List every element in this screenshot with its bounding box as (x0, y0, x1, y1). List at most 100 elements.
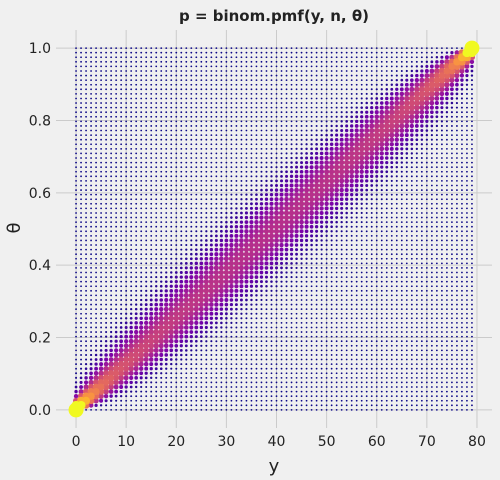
scatter-point (365, 221, 368, 224)
scatter-point (125, 248, 128, 251)
scatter-point (200, 395, 203, 398)
scatter-point (325, 331, 328, 333)
scatter-point (245, 79, 248, 82)
scatter-point (420, 276, 423, 278)
scatter-point (75, 189, 77, 191)
scatter-point (140, 83, 143, 86)
scatter-point (355, 312, 358, 315)
scatter-point (270, 143, 273, 146)
scatter-point (390, 257, 393, 260)
scatter-point (405, 207, 408, 210)
scatter-point (80, 267, 82, 269)
scatter-point (215, 138, 218, 141)
scatter-point (180, 115, 183, 118)
scatter-point (305, 317, 308, 320)
scatter-point (435, 180, 438, 182)
scatter-point (335, 294, 338, 297)
scatter-point (95, 335, 98, 338)
scatter-point (275, 299, 278, 301)
scatter-point (335, 289, 338, 292)
scatter-point (370, 303, 373, 306)
scatter-point (145, 83, 148, 86)
scatter-point (430, 193, 433, 196)
scatter-point (115, 88, 118, 91)
scatter-point (150, 221, 153, 224)
scatter-point (90, 294, 92, 297)
scatter-point (471, 129, 473, 132)
scatter-point (190, 147, 193, 150)
scatter-point (160, 170, 163, 173)
scatter-point (195, 125, 198, 127)
scatter-point (105, 239, 108, 242)
scatter-point (100, 321, 103, 324)
scatter-point (365, 299, 368, 301)
scatter-point (400, 404, 403, 407)
scatter-point (340, 276, 343, 278)
scatter-point (265, 51, 268, 54)
scatter-point (275, 294, 278, 297)
scatter-point (365, 271, 368, 274)
scatter-point (200, 147, 203, 150)
scatter-point (135, 202, 138, 205)
scatter-point (435, 51, 438, 54)
scatter-point (185, 386, 188, 388)
scatter-point (140, 65, 143, 68)
scatter-point (75, 134, 77, 137)
scatter-point (410, 179, 413, 182)
scatter-point (430, 225, 433, 228)
scatter-point (195, 111, 198, 114)
scatter-point (420, 175, 423, 178)
scatter-point (290, 376, 293, 379)
scatter-point (160, 88, 163, 91)
scatter-point (456, 230, 458, 233)
scatter-point (160, 138, 163, 141)
scatter-point (110, 409, 113, 411)
scatter-point (365, 60, 368, 63)
scatter-point (215, 326, 218, 329)
scatter-point (80, 239, 82, 242)
scatter-point (95, 344, 98, 347)
scatter-point (210, 83, 213, 86)
scatter-point (435, 120, 439, 123)
scatter-point (245, 340, 248, 343)
scatter-point (260, 381, 263, 384)
scatter-point (340, 74, 343, 77)
scatter-point (109, 330, 113, 334)
scatter-point (195, 409, 198, 411)
scatter-point (140, 207, 143, 210)
scatter-point (300, 390, 303, 393)
scatter-point (135, 207, 138, 210)
scatter-point (170, 60, 173, 63)
scatter-point (260, 335, 263, 338)
scatter-point (100, 60, 102, 63)
scatter-point (425, 184, 428, 187)
scatter-point (205, 120, 208, 123)
scatter-point (461, 134, 463, 137)
scatter-point (175, 56, 178, 59)
scatter-point (125, 276, 128, 278)
scatter-point (285, 294, 288, 297)
scatter-point (155, 395, 158, 398)
scatter-point (220, 60, 223, 63)
scatter-point (155, 129, 158, 132)
scatter-point (451, 404, 453, 407)
scatter-point (410, 248, 413, 251)
scatter-point (220, 386, 223, 388)
scatter-point (425, 244, 428, 246)
scatter-point (365, 280, 368, 283)
scatter-point (160, 234, 163, 237)
scatter-point (180, 353, 183, 357)
scatter-point (80, 216, 82, 219)
scatter-point (461, 363, 463, 366)
scatter-point (175, 134, 178, 137)
scatter-point (125, 51, 128, 54)
scatter-point (310, 372, 313, 375)
scatter-point (145, 294, 148, 297)
scatter-point (400, 349, 403, 352)
scatter-point (185, 88, 188, 91)
scatter-point (120, 294, 123, 297)
scatter-point (330, 60, 333, 63)
scatter-point (345, 115, 348, 118)
scatter-point (125, 97, 128, 100)
scatter-point (305, 303, 308, 306)
